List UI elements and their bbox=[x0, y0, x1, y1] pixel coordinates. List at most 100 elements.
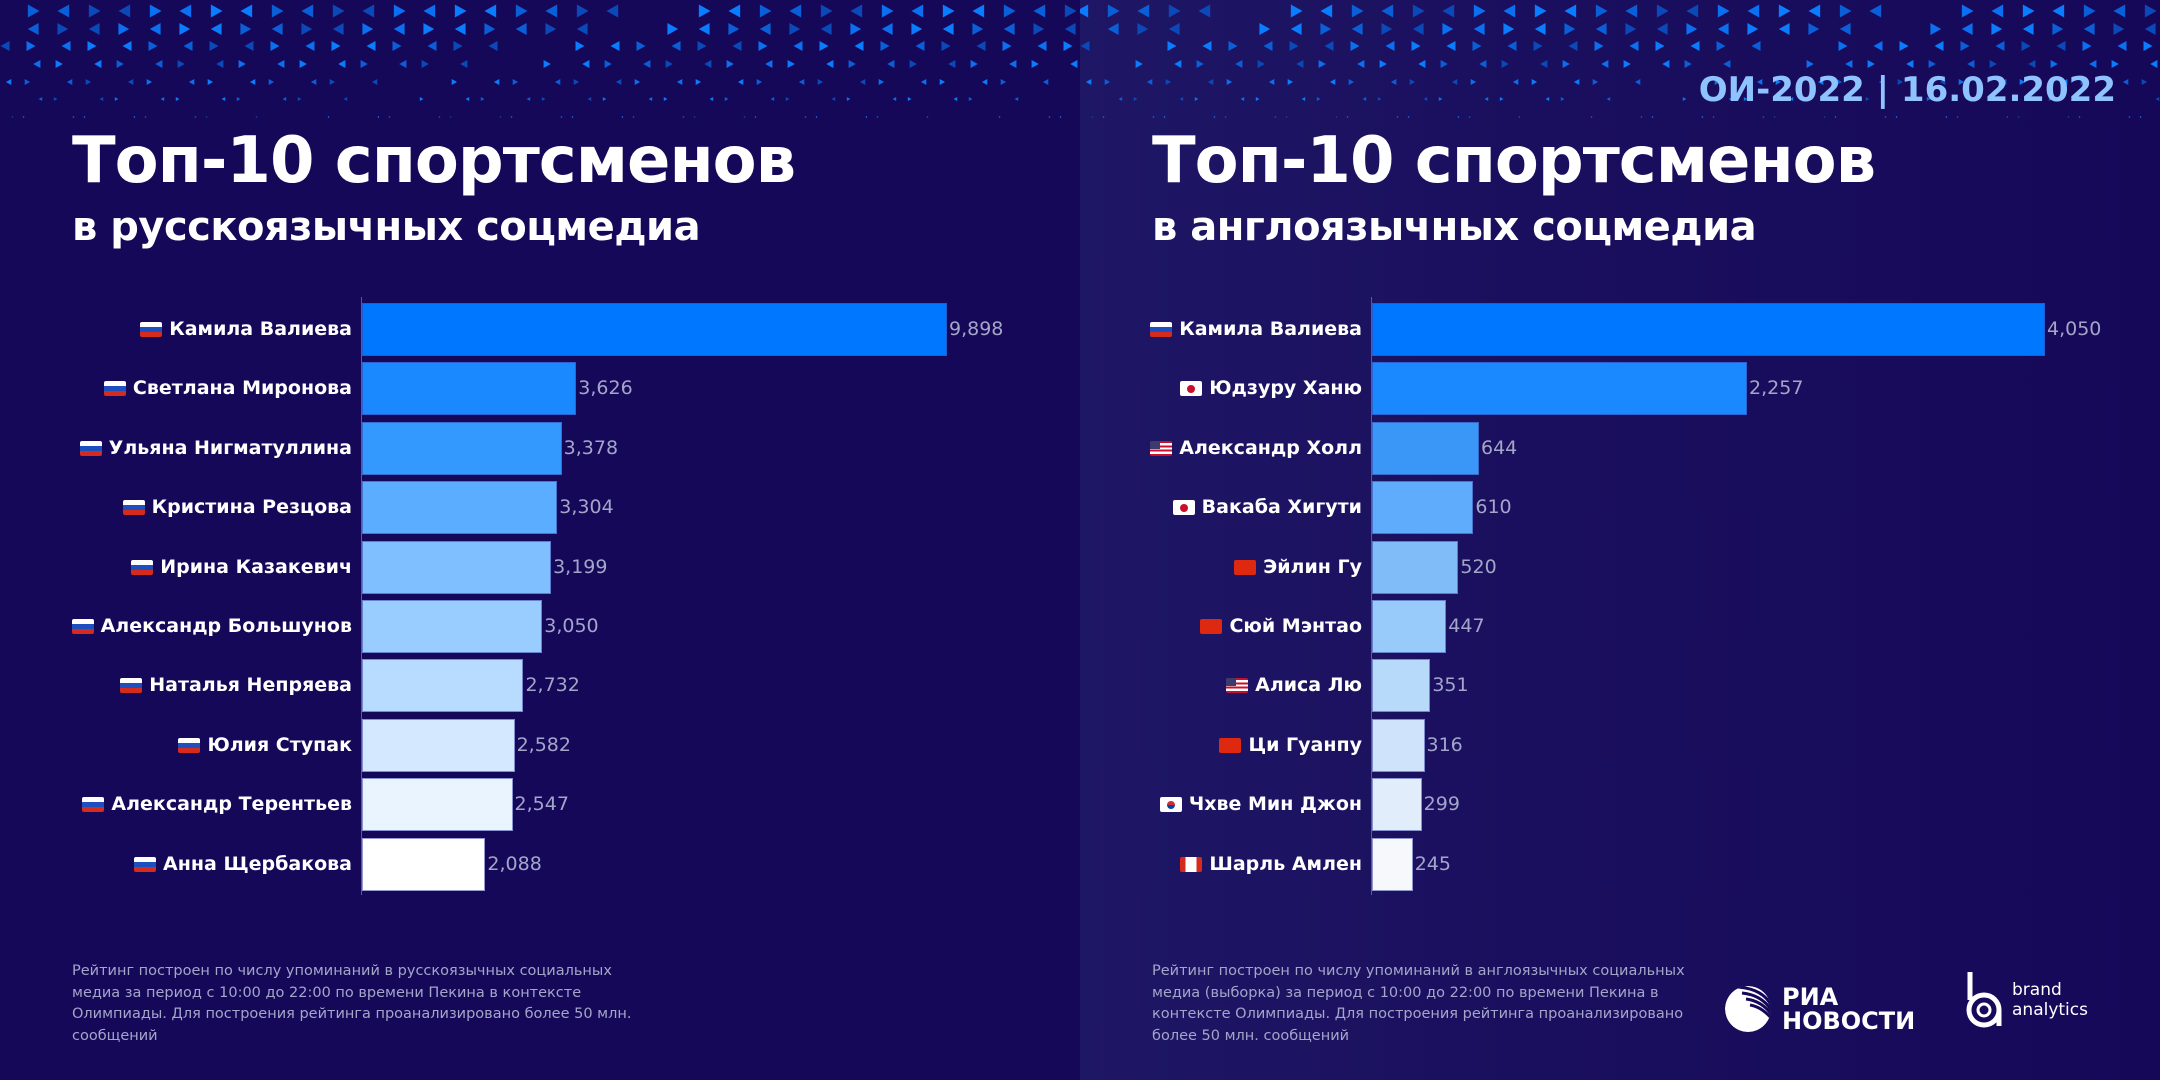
pattern-triangle bbox=[854, 41, 864, 51]
athlete-label: Ирина Казакевич bbox=[131, 541, 352, 594]
pattern-triangle bbox=[1063, 41, 1073, 51]
pattern-triangle bbox=[57, 4, 70, 18]
pattern-triangle bbox=[453, 41, 463, 51]
pattern-triangle bbox=[301, 4, 314, 18]
athlete-name: Вакаба Хигути bbox=[1201, 496, 1362, 519]
pattern-triangle bbox=[880, 41, 890, 51]
pattern-triangle bbox=[2150, 60, 2158, 68]
pattern-triangle bbox=[399, 60, 407, 68]
pattern-triangle bbox=[1595, 23, 1607, 35]
pattern-triangle bbox=[1002, 41, 1012, 51]
pattern-triangle bbox=[1873, 41, 1883, 51]
pattern-triangle bbox=[697, 41, 707, 51]
athlete-label: Наталья Непряева bbox=[120, 659, 352, 712]
athlete-name: Эйлин Гу bbox=[1263, 555, 1362, 578]
pattern-triangle bbox=[366, 41, 376, 51]
pattern-triangle bbox=[1037, 41, 1047, 51]
pattern-triangle bbox=[732, 41, 742, 51]
triangle-pattern-decoration bbox=[1080, 4, 2160, 118]
pattern-triangle bbox=[1080, 4, 1089, 18]
flag-kr-icon bbox=[1159, 797, 1182, 813]
pattern-triangle bbox=[743, 116, 746, 118]
pattern-triangle bbox=[693, 116, 696, 118]
bar bbox=[1372, 481, 1474, 535]
pattern-triangle bbox=[1568, 41, 1578, 51]
flag-jp-icon bbox=[1172, 500, 1195, 516]
athlete-name: Александр Большунов bbox=[100, 615, 352, 637]
pattern-triangle bbox=[249, 79, 256, 85]
pattern-triangle bbox=[221, 97, 226, 101]
pattern-triangle bbox=[1207, 79, 1214, 85]
bar-value-label: 3,626 bbox=[578, 377, 633, 400]
pattern-triangle bbox=[793, 41, 803, 51]
athlete-name: Ульяна Нигматуллина bbox=[108, 436, 352, 459]
pattern-triangle bbox=[24, 79, 31, 85]
pattern-triangle bbox=[88, 4, 101, 18]
pattern-triangle bbox=[1031, 60, 1039, 68]
bar-value-label: 3,050 bbox=[544, 615, 599, 637]
pattern-triangle bbox=[179, 4, 192, 18]
pattern-triangle bbox=[1655, 41, 1665, 51]
pattern-triangle bbox=[27, 23, 39, 35]
bar-value-label: 9,898 bbox=[949, 318, 1004, 340]
pattern-triangle bbox=[2094, 97, 2099, 101]
pattern-triangle bbox=[704, 60, 712, 68]
pattern-triangle bbox=[1507, 41, 1517, 51]
pattern-triangle bbox=[1684, 60, 1692, 68]
pattern-triangle bbox=[88, 23, 100, 35]
pattern-triangle bbox=[53, 97, 58, 101]
athlete-label: Чхве Мин Джон bbox=[1159, 778, 1362, 831]
bar-value-label: 4,050 bbox=[2047, 318, 2102, 340]
pattern-triangle bbox=[499, 116, 502, 118]
pattern-triangle bbox=[11, 116, 14, 118]
pattern-triangle bbox=[438, 116, 441, 118]
pattern-triangle bbox=[2006, 116, 2009, 118]
pattern-triangle bbox=[423, 4, 436, 18]
pattern-triangle bbox=[305, 41, 315, 51]
pattern-triangle bbox=[1064, 23, 1076, 35]
pattern-triangle bbox=[976, 41, 986, 51]
pattern-triangle bbox=[393, 4, 406, 18]
pattern-triangle bbox=[127, 79, 134, 85]
bar-value-label: 3,304 bbox=[559, 496, 614, 519]
pattern-triangle bbox=[160, 97, 165, 101]
pattern-triangle bbox=[759, 23, 771, 35]
pattern-triangle bbox=[1961, 23, 1973, 35]
pattern-triangle bbox=[1503, 4, 1516, 18]
pattern-triangle bbox=[1806, 60, 1814, 68]
pattern-triangle bbox=[2061, 79, 2068, 85]
pattern-triangle bbox=[61, 41, 71, 51]
athlete-name: Александр Терентьев bbox=[111, 793, 352, 816]
pattern-triangle bbox=[850, 23, 862, 35]
pattern-triangle bbox=[57, 23, 69, 35]
pattern-triangle bbox=[1423, 97, 1428, 101]
pattern-triangle bbox=[1009, 60, 1017, 68]
pattern-triangle bbox=[1987, 97, 1992, 101]
pattern-triangle bbox=[1240, 97, 1245, 101]
bar-value-label: 3,378 bbox=[563, 436, 619, 459]
pattern-triangle bbox=[421, 60, 429, 68]
athlete-name: Кристина Резцова bbox=[151, 496, 352, 519]
pattern-triangle bbox=[2089, 60, 2097, 68]
pattern-triangle bbox=[1743, 97, 1748, 101]
pattern-triangle bbox=[1255, 97, 1260, 101]
pattern-triangle bbox=[1634, 79, 1641, 85]
pattern-triangle bbox=[804, 116, 807, 118]
pattern-triangle bbox=[909, 60, 917, 68]
pattern-triangle bbox=[194, 116, 197, 118]
pattern-triangle bbox=[1895, 116, 1898, 118]
pattern-triangle bbox=[665, 60, 673, 68]
pattern-triangle bbox=[1594, 41, 1604, 51]
pattern-triangle bbox=[826, 60, 834, 68]
pattern-triangle bbox=[1640, 116, 1643, 118]
pattern-triangle bbox=[1351, 4, 1364, 18]
pattern-triangle bbox=[968, 97, 973, 101]
flag-ru-icon bbox=[122, 500, 145, 516]
pattern-triangle bbox=[575, 41, 585, 51]
pattern-triangle bbox=[815, 116, 818, 118]
athlete-name: Алиса Лю bbox=[1255, 674, 1362, 697]
pattern-triangle bbox=[728, 4, 741, 18]
pattern-triangle bbox=[1174, 60, 1182, 68]
flag-ru-icon bbox=[82, 797, 105, 813]
pattern-triangle bbox=[1473, 23, 1485, 35]
